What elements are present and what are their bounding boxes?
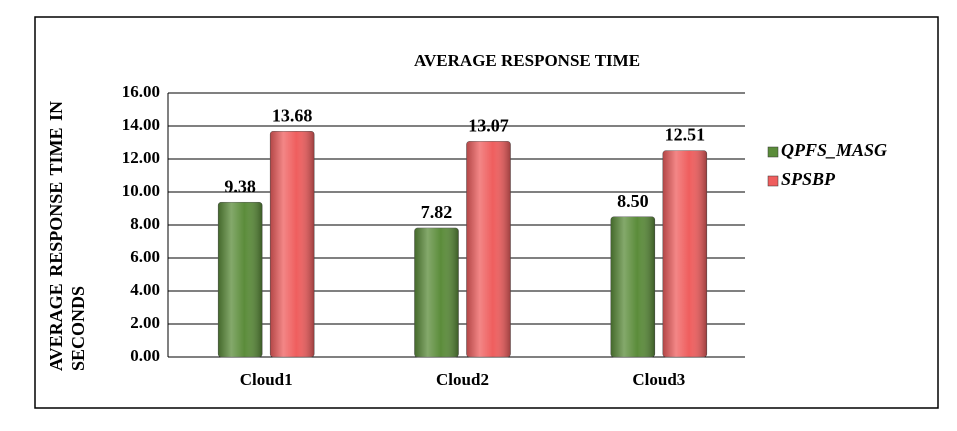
legend-label: QPFS_MASG <box>781 140 887 160</box>
data-label: 13.68 <box>272 105 313 125</box>
x-tick-label: Cloud3 <box>632 370 685 389</box>
data-label: 12.51 <box>665 125 706 145</box>
chart-border <box>34 16 939 409</box>
data-label: 9.38 <box>224 176 256 196</box>
y-tick-label: 10.00 <box>122 181 160 200</box>
bar-shade <box>270 131 315 357</box>
y-tick-label: 0.00 <box>130 346 160 365</box>
x-tick-label: Cloud2 <box>436 370 489 389</box>
bar-shade <box>610 216 655 357</box>
bar-shade <box>414 227 459 357</box>
y-tick-label: 2.00 <box>130 313 160 332</box>
data-label: 8.50 <box>617 191 649 211</box>
y-tick-label: 4.00 <box>130 280 160 299</box>
chart-title: AVERAGE RESPONSE TIME <box>414 51 640 70</box>
y-tick-label: 14.00 <box>122 115 160 134</box>
x-tick-label: Cloud1 <box>240 370 293 389</box>
y-tick-label: 8.00 <box>130 214 160 233</box>
y-axis-title-box: AVERAGE RESPONSE TIME IN SECONDS <box>46 90 88 371</box>
data-label: 7.82 <box>421 202 453 222</box>
bar-shade <box>662 150 707 357</box>
data-label: 13.07 <box>468 115 509 135</box>
legend-label: SPSBP <box>781 169 836 189</box>
legend-swatch <box>767 146 779 158</box>
y-tick-label: 6.00 <box>130 247 160 266</box>
y-axis-title: AVERAGE RESPONSE TIME IN SECONDS <box>46 101 88 371</box>
legend-swatch <box>767 175 779 187</box>
bar-shade <box>466 141 511 357</box>
y-tick-label: 16.00 <box>122 82 160 101</box>
y-tick-label: 12.00 <box>122 148 160 167</box>
bar-shade <box>218 202 263 357</box>
